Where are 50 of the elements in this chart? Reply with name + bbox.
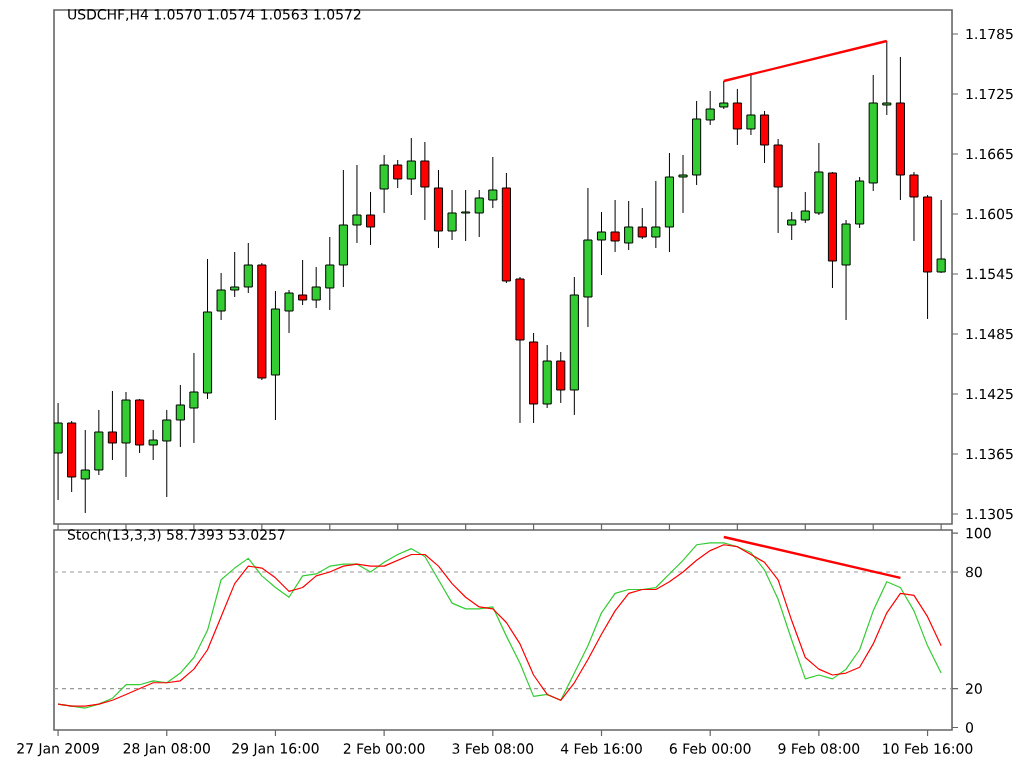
candlestick — [732, 88, 742, 146]
candlestick — [759, 110, 770, 164]
candlestick — [94, 409, 104, 476]
candlestick — [488, 156, 498, 209]
candlestick — [243, 242, 253, 294]
candlestick — [148, 429, 158, 461]
candlestick — [787, 211, 797, 241]
candlestick — [284, 289, 294, 334]
candlestick — [189, 352, 199, 444]
candlestick — [705, 90, 715, 126]
candlestick — [882, 40, 892, 116]
candlestick — [461, 189, 471, 242]
candlestick — [121, 391, 131, 478]
candlestick — [841, 219, 851, 321]
candlestick — [936, 199, 946, 274]
candlestick — [406, 137, 416, 196]
candlestick — [542, 344, 552, 409]
candlestick — [624, 200, 634, 251]
candlestick — [447, 189, 457, 241]
candlestick — [365, 191, 376, 246]
candlestick — [637, 207, 647, 240]
candlestick — [773, 138, 783, 234]
candlestick — [596, 211, 607, 276]
candlestick — [135, 398, 145, 454]
candlestick — [325, 236, 335, 311]
candlestick — [352, 164, 362, 244]
candlestick — [474, 189, 484, 238]
candlestick — [746, 72, 756, 136]
candlestick — [230, 251, 240, 298]
candlestick — [298, 259, 308, 306]
candlestick — [800, 191, 810, 224]
candlestick — [80, 429, 90, 514]
candlestick — [338, 169, 348, 288]
candlestick — [855, 176, 865, 229]
candlestick — [393, 159, 403, 189]
candlestick — [107, 390, 117, 461]
candlestick — [651, 180, 661, 249]
candlestick — [814, 142, 824, 216]
candlestick — [678, 154, 688, 214]
candlestick — [175, 384, 185, 448]
candlestick — [420, 141, 430, 221]
candlestick — [909, 171, 919, 242]
candlestick — [311, 266, 321, 309]
candlestick — [162, 409, 172, 498]
candlestick — [433, 169, 444, 249]
candlestick — [216, 272, 226, 321]
candlestick — [556, 351, 566, 404]
candlestick — [379, 154, 389, 214]
candlestick — [610, 199, 620, 253]
candlestick — [719, 80, 729, 110]
